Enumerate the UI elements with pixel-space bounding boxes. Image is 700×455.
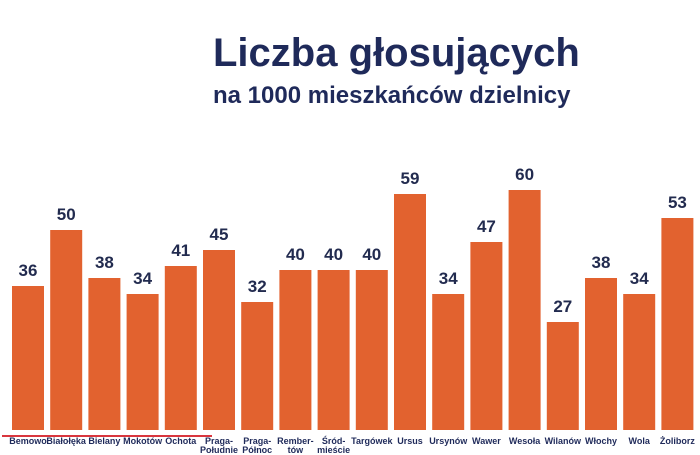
category-label: Wesoła [509, 436, 541, 446]
chart-subtitle: na 1000 mieszkańców dzielnicy [213, 82, 571, 109]
value-label: 34 [630, 269, 649, 288]
category-label: Ochota [165, 436, 197, 446]
value-label: 32 [248, 277, 267, 296]
category-label: mieście [317, 445, 350, 455]
category-label: Ursynów [429, 436, 468, 446]
category-label: Wawer [472, 436, 501, 446]
bar [623, 294, 656, 430]
bar [317, 270, 350, 430]
category-label: tów [288, 445, 304, 455]
category-label: Bemowo [9, 436, 47, 446]
value-label: 60 [515, 165, 534, 184]
category-labels-group: Bemowo Białołęka Bielany Mokotów Ochota Praga… [9, 435, 695, 455]
category-label: Bielany [88, 436, 120, 446]
bar [126, 294, 159, 430]
value-label: 40 [286, 245, 305, 264]
value-label: 41 [171, 241, 190, 260]
category-label: Żoliborz [660, 436, 695, 446]
value-label: 36 [19, 261, 38, 280]
category-label: Północ [242, 445, 272, 455]
category-label: Targówek [351, 436, 393, 446]
category-label: Włochy [585, 436, 617, 446]
bar [432, 294, 465, 430]
value-label: 38 [95, 253, 114, 272]
bar [546, 322, 579, 430]
value-label: 38 [592, 253, 611, 272]
category-label: Śród- [322, 435, 346, 446]
bar [50, 230, 83, 430]
category-label: Praga- [243, 436, 271, 446]
bar [394, 194, 426, 430]
value-labels-group: 36 50 38 34 41 45 32 40 40 40 59 34 47 60 27 38 34 53 [19, 165, 687, 316]
category-label: Mokotów [123, 436, 163, 446]
value-label: 40 [324, 245, 343, 264]
bar [164, 266, 197, 430]
value-label: 34 [133, 269, 152, 288]
chart-title: Liczba głosujących [213, 31, 580, 75]
bar [355, 270, 388, 430]
bars-group [12, 190, 694, 430]
bar [203, 250, 235, 430]
value-label: 40 [362, 245, 381, 264]
category-label: Wilanów [545, 436, 582, 446]
value-label: 27 [553, 297, 572, 316]
bar [470, 242, 503, 430]
bar [88, 278, 121, 430]
category-label: Rember- [277, 436, 314, 446]
bar [12, 286, 44, 430]
bar [508, 190, 541, 430]
category-label: Południe [200, 445, 238, 455]
value-label: 59 [401, 169, 420, 188]
value-label: 45 [210, 225, 229, 244]
bar [279, 270, 312, 430]
category-label: Praga- [205, 436, 233, 446]
value-label: 47 [477, 217, 496, 236]
category-label: Wola [629, 436, 651, 446]
bar [241, 302, 274, 430]
value-label: 34 [439, 269, 458, 288]
category-label: Ursus [397, 436, 423, 446]
value-label: 50 [57, 205, 76, 224]
bar [585, 278, 617, 430]
bar [661, 218, 694, 430]
category-label: Białołęka [46, 436, 87, 446]
value-label: 53 [668, 193, 687, 212]
